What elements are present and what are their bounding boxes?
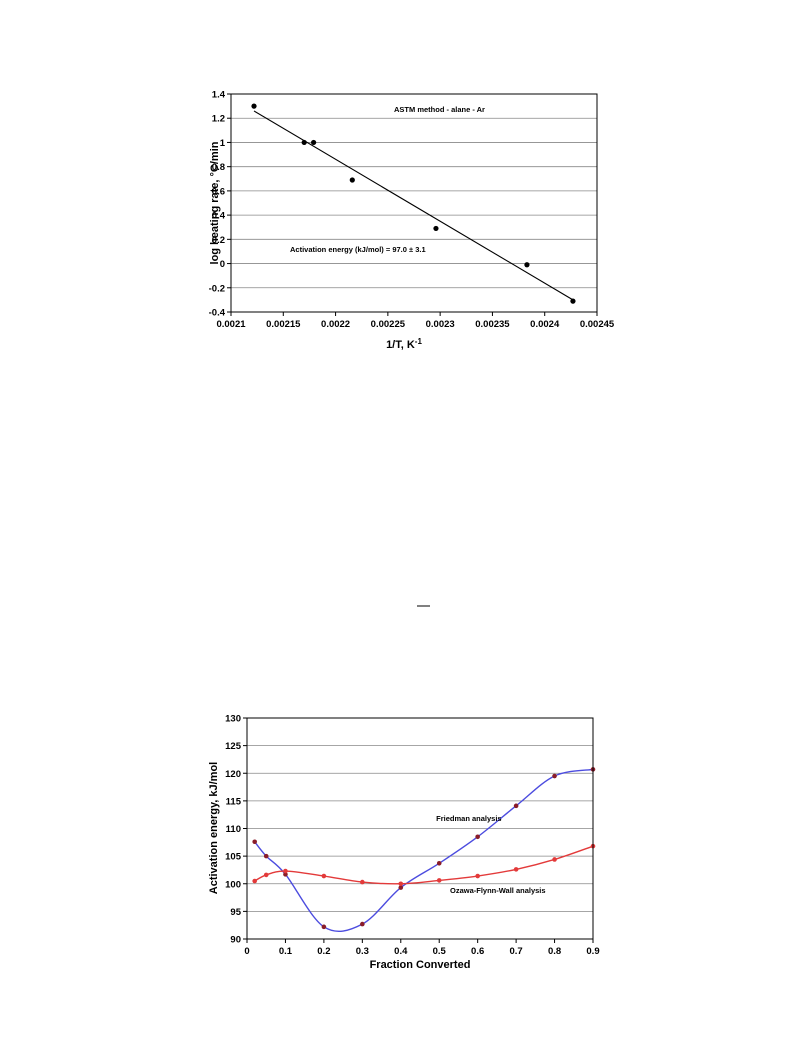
chart-2-x-tick-label: 0.1 [279, 946, 293, 957]
chart-1-data-point [349, 177, 355, 183]
chart-2-y-tick-label: 125 [225, 741, 242, 752]
chart-1-y-tick-label: 1.4 [212, 90, 226, 101]
chart-2-x-axis-title: Fraction Converted [370, 959, 471, 971]
chart-2-data-point [263, 872, 269, 878]
chart-1-data-point [251, 103, 257, 109]
chart-2-x-tick-label: 0 [244, 946, 249, 957]
chart-2-series-label-ozawa-flynn-wall: Ozawa-Flynn-Wall analysis [450, 886, 546, 895]
chart-2-y-tick-label: 115 [226, 796, 242, 807]
chart-2-x-tick-label: 0.2 [317, 946, 330, 957]
chart-2-y-tick-label: 100 [225, 879, 241, 890]
chart-2-x-tick-label: 0.6 [471, 946, 484, 957]
chart-2-y-axis-title: Activation energy, kJ/mol [208, 762, 220, 894]
chart-2-y-tick-label: 130 [225, 714, 241, 725]
chart-1-x-tick-label: 0.00215 [266, 319, 301, 330]
chart-2-y-tick-label: 105 [225, 852, 242, 863]
chart-1-y-tick-label: -0.2 [209, 283, 225, 294]
chart-1-y-tick-label: 1 [220, 138, 226, 149]
chart-2-y-tick-label: 110 [226, 824, 241, 835]
chart-1-y-tick-label: 0.4 [212, 211, 226, 222]
chart-2-x-tick-label: 0.9 [586, 946, 599, 957]
chart-2-data-point [263, 853, 269, 859]
chart-1-y-axis-title: log heating rate, °C/min [209, 141, 221, 264]
chart-1-data-point [433, 225, 439, 232]
chart-1-y-tick-label: 1.2 [212, 114, 225, 125]
chart-2-data-point [436, 861, 442, 866]
chart-2-data-point [252, 839, 257, 845]
chart-2-x-tick-label: 0.3 [356, 946, 369, 957]
chart-2-x-tick-label: 0.4 [394, 946, 408, 957]
chart-2-data-point [283, 872, 288, 877]
chart-1-plot-frame [230, 93, 598, 313]
chart-2-data-point [552, 857, 557, 862]
chart-1-annotation-method: ASTM method - alane - Ar [394, 105, 485, 114]
chart-1-x-tick-label: 0.0021 [216, 319, 246, 330]
chart-1-x-axis-title: 1/T, K-1 [386, 337, 422, 351]
chart-2-x-tick-label: 0.7 [510, 946, 523, 957]
chart-2-data-point [398, 885, 404, 890]
chart-2-y-tick-label: 95 [230, 907, 241, 918]
chart-1-y-tick-label: 0.8 [212, 162, 225, 173]
chart-2-data-point [283, 868, 288, 874]
chart-2-x-tick-label: 0.8 [548, 946, 561, 957]
chart-2-x-tick-label: 0.5 [433, 946, 447, 957]
chart-1-data-point [570, 298, 576, 304]
chart-2-plot-frame [246, 717, 594, 940]
chart-1-data-point [524, 262, 530, 268]
chart-2-data-point [475, 834, 480, 840]
chart-1-data-point [311, 139, 317, 146]
chart-2-data-point [252, 878, 257, 884]
chart-1-x-tick-label: 0.00225 [371, 319, 406, 330]
chart-2-data-point [321, 924, 327, 930]
chart-2-series-label-friedman: Friedman analysis [436, 814, 501, 823]
chart-2-data-point [513, 803, 519, 809]
chart-1-y-tick-label: -0.4 [209, 308, 226, 319]
chart-2-data-point [398, 881, 404, 887]
chart-2-data-point [475, 873, 480, 879]
chart-1-data-point [301, 139, 307, 146]
chart-2-data-point [436, 878, 442, 883]
chart-1-x-tick-label: 0.0023 [426, 319, 455, 330]
chart-2-series-line-ozawa-flynn-wall [254, 845, 594, 885]
chart-arrhenius-plot: 0.0021 0.00215 0.0022 0.00225 0.0023 0.00235 0… [209, 90, 615, 352]
chart-2-data-point [321, 873, 327, 879]
chart-2-data-point [360, 879, 365, 885]
chart-2-y-tick-label: 90 [230, 935, 241, 946]
chart-2-y-tick-label: 120 [225, 769, 241, 780]
chart-2-series-line-friedman [254, 768, 594, 933]
chart-1-x-tick-label: 0.0022 [321, 319, 350, 330]
chart-1-y-tick-label: 0 [220, 259, 225, 270]
chart-activation-energy-vs-conversion: 0 0.1 0.2 0.3 0.4 0.5 0.6 0.7 0.8 0.9 90 95 100 105 1… [208, 714, 600, 972]
chart-2-data-point [552, 773, 557, 779]
chart-1-annotation-activation-energy: Activation energy (kJ/mol) = 97.0 ± 3.1 [290, 245, 426, 254]
chart-1-y-tick-label: 0.2 [212, 235, 225, 246]
chart-2-data-point [513, 867, 519, 872]
chart-1-x-tick-label: 0.0024 [530, 319, 560, 330]
chart-1-x-tick-label: 0.00245 [580, 319, 615, 330]
chart-1-x-tick-label: 0.00235 [475, 319, 510, 330]
chart-1-y-tick-label: 0.6 [212, 186, 225, 197]
chart-1-fit-line [253, 110, 574, 301]
chart-2-data-point [360, 921, 365, 927]
